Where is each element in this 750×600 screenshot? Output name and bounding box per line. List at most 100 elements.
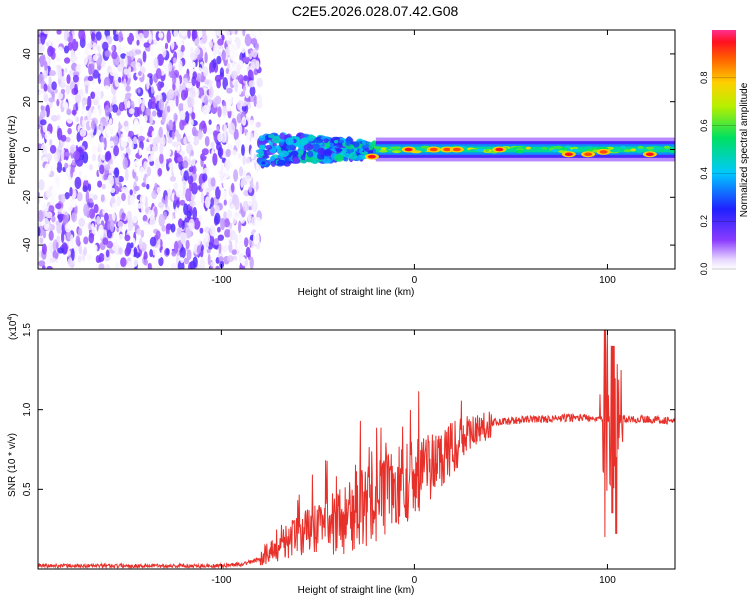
spectrogram-cell: [65, 84, 71, 95]
spectrogram-cell: [390, 146, 401, 150]
spectrogram-cell: [210, 261, 215, 267]
spectrogram-cell: [212, 34, 218, 44]
spectrogram-cell: [141, 221, 149, 233]
spectrogram-cell: [79, 89, 83, 96]
spectrogram-cell: [133, 247, 138, 257]
spectrogram-cell: [165, 223, 170, 236]
spectrogram-cell: [80, 64, 87, 75]
spectrogram-cell: [138, 71, 142, 77]
spectrogram-cell: [249, 30, 256, 39]
spectrogram-cell: [123, 68, 129, 75]
spectrogram-cell: [101, 183, 106, 190]
spectrogram-cell: [217, 106, 222, 118]
spectrogram-cell: [210, 141, 215, 149]
spectrogram-cell: [362, 139, 367, 146]
spectrogram-cell: [95, 31, 102, 41]
spectrogram-cell: [206, 248, 211, 254]
spectrogram-cell: [192, 206, 198, 220]
spectrogram-cell: [105, 264, 111, 269]
spectrogram-cell: [168, 162, 174, 169]
spectrogram-cell: [137, 135, 145, 142]
spectrogram-cell: [233, 128, 239, 141]
spectrogram-cell: [217, 38, 224, 46]
spectrogram-cell: [171, 131, 175, 140]
spectrogram-cell: [307, 134, 315, 142]
spectrogram-cell: [180, 257, 184, 264]
spectrogram-cell: [46, 265, 53, 269]
spectrogram-cell: [180, 231, 187, 245]
spectrogram-cell: [38, 226, 41, 237]
spectrogram-cell: [173, 112, 178, 122]
spectrogram-cell: [217, 146, 224, 157]
colorbar-tick-label: 0.6: [699, 119, 709, 132]
spectrogram-cell: [244, 33, 252, 47]
spectrogram-cell: [131, 210, 138, 224]
spectrogram-cell: [242, 200, 250, 212]
spectrogram-cell: [303, 143, 314, 151]
spectrogram-cell: [165, 240, 173, 246]
spectrogram-cell: [149, 263, 153, 269]
spectrogram-cell: [126, 100, 131, 109]
spectrogram-cell: [235, 138, 241, 149]
spectrogram-cell: [104, 50, 112, 57]
spectrogram-cell: [202, 30, 207, 37]
spectrogram-cell: [102, 237, 109, 245]
spectrogram-cell: [158, 32, 164, 39]
spectrogram-cell: [179, 199, 186, 206]
spectrogram-y-label: Frequency (Hz): [7, 116, 18, 185]
spectrogram-cell: [232, 207, 240, 220]
spectrogram-cell: [205, 241, 210, 248]
spectrogram-cell: [609, 149, 620, 153]
spectrogram-cell: [75, 93, 82, 104]
spectrogram-cell: [292, 157, 300, 163]
spectrogram-cell: [197, 129, 203, 140]
spectrogram-cell: [160, 233, 167, 241]
spectrogram-hotspot: [429, 147, 438, 152]
spectrogram-cell: [146, 166, 152, 177]
spectrogram-cell: [92, 108, 98, 118]
spectrogram-cell: [50, 195, 55, 207]
spectrogram-cell: [186, 227, 192, 239]
spectrogram-cell: [76, 238, 80, 247]
spectrogram-cell: [216, 30, 221, 37]
spectrogram-cell: [191, 112, 196, 121]
spectrogram-cell: [232, 149, 237, 156]
spectrogram-cell: [256, 30, 260, 38]
spectrogram-cell: [57, 68, 63, 80]
spectrogram-cell: [55, 241, 59, 250]
spectrogram-hotspot: [367, 154, 376, 159]
spectrogram-cell: [116, 227, 120, 233]
spectrogram-cell: [44, 163, 51, 176]
spectrogram-cell: [189, 89, 196, 99]
spectrogram-cell: [204, 136, 210, 147]
spectrogram-cell: [81, 118, 86, 128]
spectrogram-cell: [222, 168, 230, 179]
spectrogram-cell: [111, 202, 117, 210]
spectrogram-cell: [204, 79, 210, 85]
colorbar-gradient: [712, 30, 736, 269]
spectrogram-x-label: Height of straight line (km): [298, 287, 415, 298]
spectrogram-cell: [108, 140, 114, 147]
spectrogram-cell: [221, 244, 228, 253]
spectrogram-cell: [104, 164, 111, 171]
spectrogram-cell: [245, 157, 251, 165]
spectrogram-cell: [285, 137, 294, 146]
spectrogram-cell: [197, 238, 201, 246]
spectrogram-cell: [227, 106, 235, 112]
spectrogram-cell: [190, 119, 194, 126]
spectrogram-cell: [240, 45, 246, 54]
spectrogram-cell: [166, 30, 171, 43]
colorbar-tick-label: 0.2: [699, 215, 709, 228]
spectrogram-cell: [83, 246, 87, 256]
spectrogram-hotspot: [645, 152, 654, 157]
spectrogram-cell: [40, 105, 44, 111]
spectrogram-cell: [242, 153, 246, 166]
spectrogram-hotspot: [443, 147, 452, 152]
spectrogram-cell: [111, 45, 115, 52]
spectrogram-cell: [118, 233, 125, 240]
spectrogram-cell: [48, 205, 55, 214]
spectrogram-cell: [257, 189, 260, 195]
spectrogram-cell: [43, 217, 50, 231]
spectrogram-cell: [121, 212, 126, 220]
spectrogram-cell: [225, 149, 231, 157]
